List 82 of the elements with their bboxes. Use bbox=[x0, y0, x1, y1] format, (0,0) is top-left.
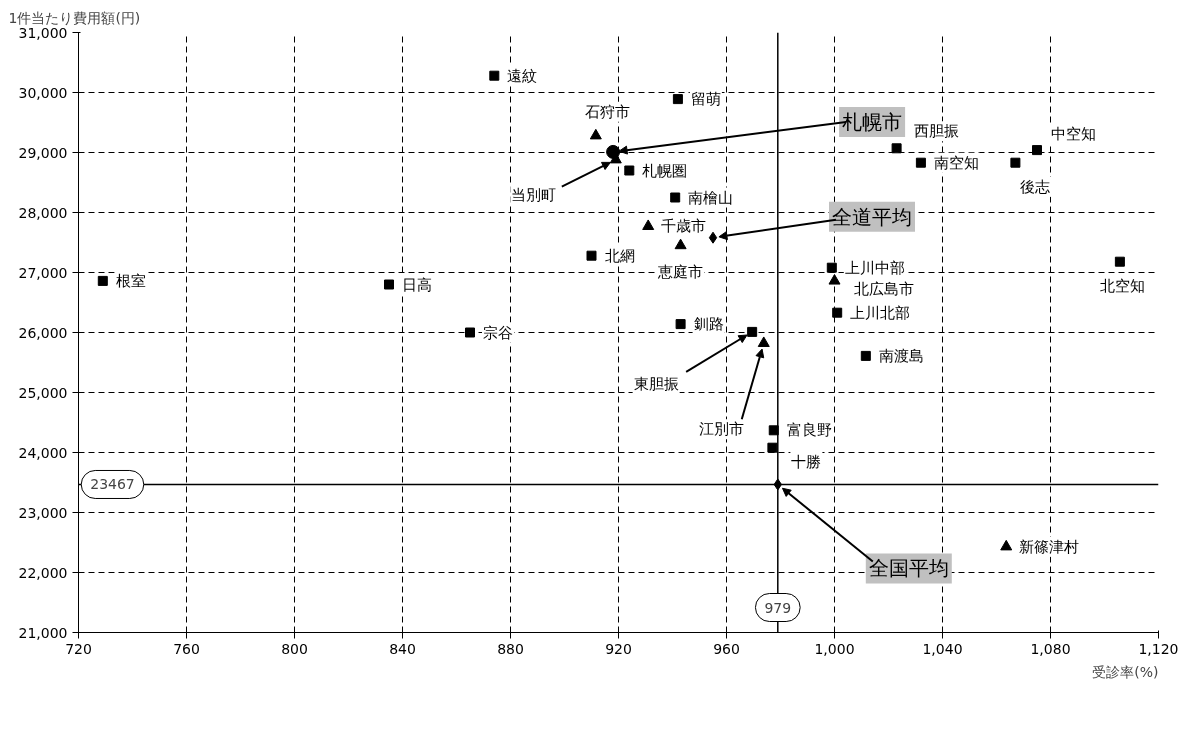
ref-line-label: 23467 bbox=[90, 476, 135, 493]
annotation: 札幌圏 bbox=[642, 161, 688, 180]
x-tick-label: 800 bbox=[281, 640, 308, 657]
x-axis-title: 受診率(%) bbox=[1092, 663, 1159, 680]
y-tick-label: 30,000 bbox=[18, 84, 68, 101]
point bbox=[828, 274, 841, 285]
point bbox=[589, 128, 602, 140]
y-tick-label: 25,000 bbox=[18, 384, 68, 401]
point bbox=[747, 326, 758, 337]
point bbox=[489, 70, 500, 81]
point bbox=[767, 442, 778, 453]
annotation: 南檜山 bbox=[688, 188, 734, 207]
annotation: 東胆振 bbox=[633, 374, 679, 393]
point bbox=[891, 143, 902, 154]
x-tick-label: 1,040 bbox=[922, 640, 963, 657]
annotation: 中空知 bbox=[1050, 125, 1096, 144]
annotation: 十勝 bbox=[791, 452, 822, 471]
x-tick-label: 1,080 bbox=[1030, 640, 1071, 657]
y-tick-label: 29,000 bbox=[18, 144, 68, 161]
annotation: 当別町 bbox=[511, 185, 557, 204]
y-axis-title: 1件当たり費用額(円) bbox=[8, 9, 141, 26]
annotation: 千歳市 bbox=[661, 217, 707, 236]
point bbox=[624, 165, 635, 176]
x-tick-label: 1,000 bbox=[814, 640, 855, 657]
annotation: 石狩市 bbox=[585, 102, 631, 121]
y-tick-label: 27,000 bbox=[18, 264, 68, 281]
x-tick-label: 840 bbox=[389, 640, 416, 657]
annotation: 全道平均 bbox=[832, 204, 912, 229]
x-tick-label: 1,120 bbox=[1138, 640, 1179, 657]
point bbox=[832, 307, 843, 318]
x-tick-label: 920 bbox=[605, 640, 632, 657]
annotation: 遠紋 bbox=[507, 66, 538, 85]
annotation: 北網 bbox=[604, 246, 635, 265]
annotation: 日高 bbox=[402, 275, 432, 294]
x-tick-label: 760 bbox=[173, 640, 200, 657]
annotation: 北広島市 bbox=[853, 279, 914, 298]
annotation: 根室 bbox=[115, 271, 146, 290]
y-tick-label: 23,000 bbox=[18, 504, 68, 521]
point bbox=[1032, 145, 1042, 156]
annotation: 釧路 bbox=[693, 315, 724, 334]
x-tick-label: 880 bbox=[497, 640, 524, 657]
y-tick-label: 21,000 bbox=[18, 624, 68, 641]
annotation: 新篠津村 bbox=[1019, 537, 1080, 556]
annotation: 後志 bbox=[1020, 177, 1051, 196]
y-tick-label: 26,000 bbox=[18, 324, 68, 341]
annotation: 宗谷 bbox=[483, 323, 513, 342]
annotation: 上川北部 bbox=[850, 303, 911, 322]
x-tick-label: 720 bbox=[65, 640, 92, 657]
point bbox=[1000, 539, 1013, 551]
point bbox=[915, 157, 926, 168]
point bbox=[675, 319, 686, 330]
point bbox=[1114, 256, 1125, 267]
annotation: 北空知 bbox=[1100, 276, 1146, 295]
annotation: 札幌市 bbox=[842, 109, 903, 134]
annotation: 恵庭市 bbox=[657, 262, 704, 281]
y-tick-label: 31,000 bbox=[18, 24, 68, 41]
annotation: 全国平均 bbox=[868, 556, 949, 581]
point bbox=[642, 219, 655, 230]
annotation: 富良野 bbox=[786, 421, 832, 440]
annotation: 南渡島 bbox=[878, 346, 924, 365]
point bbox=[757, 336, 770, 347]
point bbox=[1010, 157, 1021, 168]
point bbox=[708, 231, 718, 244]
ref-line-label: 979 bbox=[764, 599, 792, 616]
y-tick-label: 28,000 bbox=[18, 204, 68, 221]
annotation: 南空知 bbox=[933, 153, 979, 172]
x-tick-label: 960 bbox=[713, 640, 740, 657]
point bbox=[674, 238, 687, 250]
y-tick-label: 24,000 bbox=[18, 444, 68, 461]
point bbox=[465, 327, 475, 338]
annotation: 西胆振 bbox=[914, 122, 960, 141]
annotation: 上川中部 bbox=[844, 258, 905, 277]
point bbox=[672, 94, 683, 105]
point bbox=[384, 279, 394, 290]
annotation: 江別市 bbox=[699, 420, 745, 439]
point bbox=[670, 192, 681, 203]
point bbox=[826, 262, 837, 273]
y-tick-label: 22,000 bbox=[18, 564, 68, 581]
annotation: 留萌 bbox=[690, 90, 721, 109]
point bbox=[97, 275, 108, 286]
point bbox=[586, 250, 597, 261]
point bbox=[860, 350, 871, 361]
